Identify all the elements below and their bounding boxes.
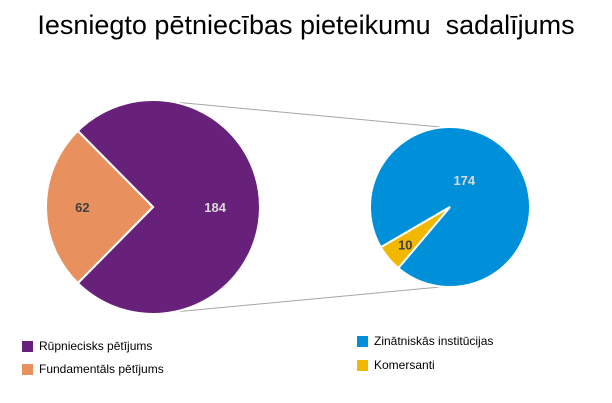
legend-label-komersanti: Komersanti <box>374 358 435 372</box>
connector-bottom <box>152 286 444 315</box>
data-label-zinatniskas-institucijas: 174 <box>453 173 475 188</box>
legend-label-zinatniskas: Zinātniskās institūcijas <box>374 334 494 348</box>
data-labels: 184 62 174 10 <box>75 173 476 252</box>
connector-top <box>152 99 444 128</box>
data-label-rupniecisks-petijums: 184 <box>204 200 226 215</box>
secondary-slice-zinatniskas-institucijas <box>369 126 531 288</box>
main-pie <box>44 99 261 315</box>
legend-item-zinatniskas: Zinātniskās institūcijas <box>357 334 493 348</box>
connector-lines <box>152 99 444 315</box>
main-slice-rupniecisks-petijums <box>76 99 261 315</box>
data-label-komersanti: 10 <box>398 238 412 253</box>
data-label-fundamentals-petijums: 62 <box>75 200 89 215</box>
legend-label-fundamentals: Fundamentāls pētījums <box>39 362 164 376</box>
legend-swatch-zinatniskas <box>357 335 368 347</box>
legend-item-komersanti: Komersanti <box>357 358 435 372</box>
legend-item-rupniecisks: Rūpniecisks pētījums <box>22 339 152 353</box>
legend-label-rupniecisks: Rūpniecisks pētījums <box>39 339 153 353</box>
secondary-pie <box>369 126 531 288</box>
chart-title: Iesniegto pētniecības pieteikumu sadalīj… <box>37 10 575 40</box>
secondary-slice-komersanti <box>379 206 451 270</box>
main-slice-fundamentals-petijums <box>44 129 155 285</box>
legend-swatch-fundamentals <box>22 363 33 375</box>
legend-swatch-rupniecisks <box>22 340 33 352</box>
legend-item-fundamentals: Fundamentāls pētījums <box>22 362 164 376</box>
legend-swatch-komersanti <box>357 359 368 371</box>
